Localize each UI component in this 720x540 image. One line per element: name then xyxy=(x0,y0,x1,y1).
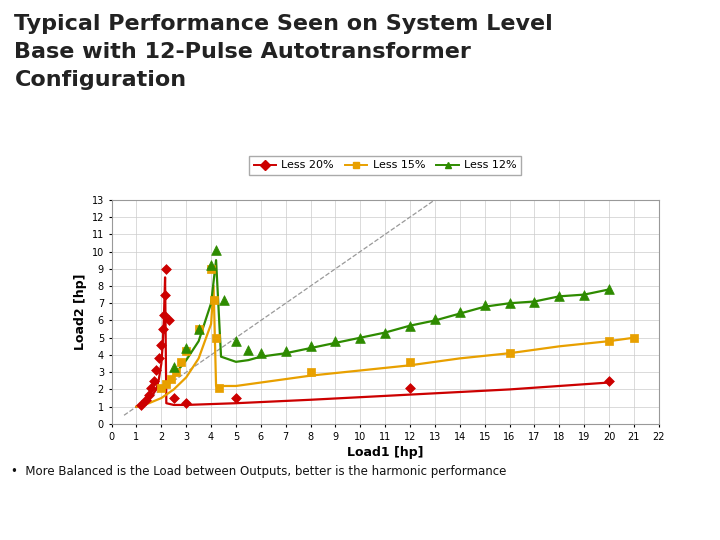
Point xyxy=(504,299,516,308)
Point xyxy=(168,394,179,402)
Point xyxy=(159,291,171,299)
Text: YASKAWA: YASKAWA xyxy=(14,508,112,526)
Point xyxy=(479,301,490,309)
Point xyxy=(210,246,222,254)
Point xyxy=(230,394,242,402)
Point xyxy=(181,344,192,353)
Point xyxy=(354,333,366,342)
Point xyxy=(157,325,168,333)
Point xyxy=(429,314,441,323)
Point xyxy=(578,291,590,299)
Point xyxy=(628,333,639,342)
Point xyxy=(153,354,165,363)
Point xyxy=(504,349,516,357)
Point xyxy=(143,390,155,399)
Point xyxy=(330,337,341,346)
Point xyxy=(150,366,162,375)
Point xyxy=(171,368,182,376)
Point xyxy=(145,383,157,392)
Point xyxy=(280,347,292,356)
Point xyxy=(255,349,266,357)
Point xyxy=(161,380,172,389)
Point xyxy=(405,357,416,366)
Text: Typical Performance Seen on System Level
Base with 12-Pulse Autotransformer
Conf: Typical Performance Seen on System Level… xyxy=(14,14,553,90)
Point xyxy=(193,325,204,333)
Point xyxy=(210,333,222,342)
Point xyxy=(208,295,220,304)
Point xyxy=(181,347,192,356)
Point xyxy=(528,297,540,306)
Point xyxy=(166,375,177,383)
Point xyxy=(405,383,416,392)
Point xyxy=(205,265,217,273)
Point xyxy=(603,285,615,294)
Point xyxy=(603,337,615,346)
Point xyxy=(181,399,192,408)
Point xyxy=(243,346,254,354)
Point xyxy=(158,311,170,320)
Point xyxy=(161,265,172,273)
Point xyxy=(176,357,187,366)
Point xyxy=(135,401,147,409)
Point xyxy=(168,363,179,372)
Point xyxy=(603,376,615,385)
Point xyxy=(554,292,565,301)
Point xyxy=(156,383,167,392)
Point xyxy=(454,307,466,316)
Point xyxy=(213,383,225,392)
Point xyxy=(405,321,416,330)
Text: •  More Balanced is the Load between Outputs, better is the harmonic performance: • More Balanced is the Load between Outp… xyxy=(11,465,506,478)
X-axis label: Load1 [hp]: Load1 [hp] xyxy=(347,446,423,458)
Legend: Less 20%, Less 15%, Less 12%: Less 20%, Less 15%, Less 12% xyxy=(249,156,521,175)
Y-axis label: Load2 [hp]: Load2 [hp] xyxy=(74,274,87,350)
Point xyxy=(305,368,316,376)
Point xyxy=(140,395,152,404)
Point xyxy=(156,340,167,349)
Point xyxy=(305,342,316,350)
Point xyxy=(193,325,204,333)
Point xyxy=(379,328,391,337)
Point xyxy=(148,376,160,385)
Point xyxy=(217,295,229,304)
Point xyxy=(230,337,242,346)
Point xyxy=(205,261,217,269)
Point xyxy=(163,316,174,325)
